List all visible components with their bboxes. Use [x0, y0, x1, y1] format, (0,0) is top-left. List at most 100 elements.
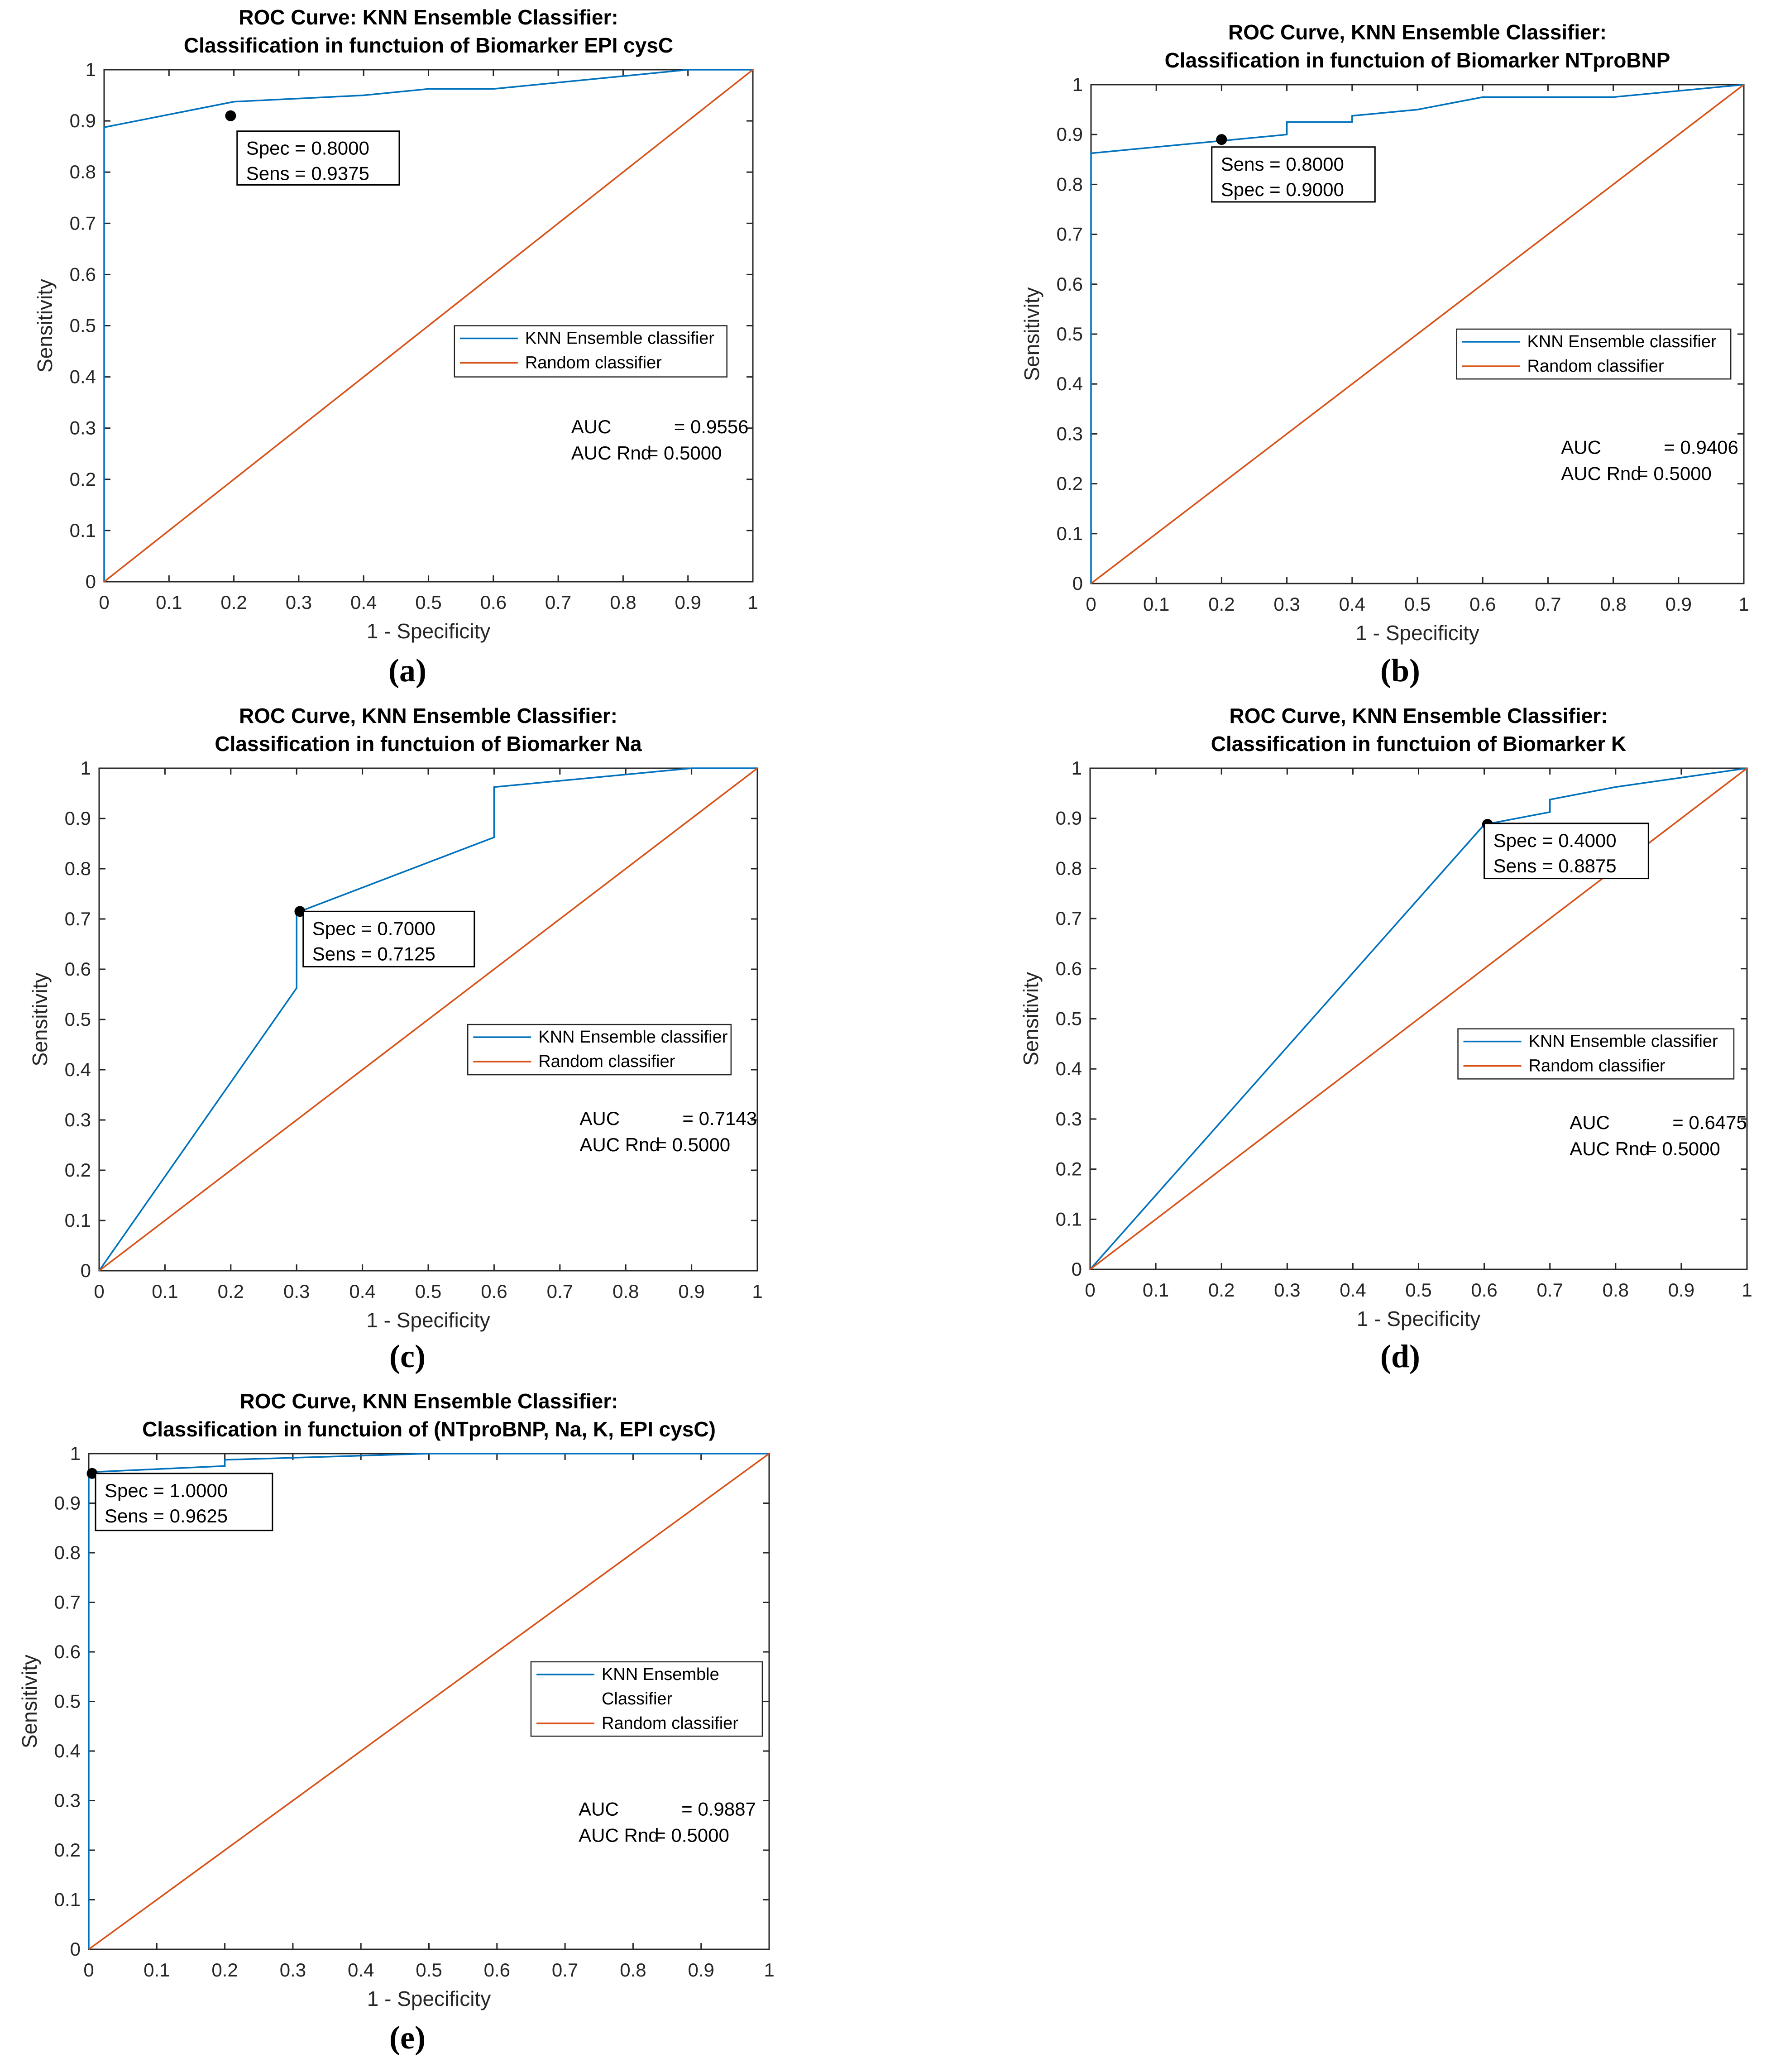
x-tick-label: 0.4 [1339, 593, 1365, 615]
y-tick-label: 0.2 [65, 1159, 91, 1181]
x-tick-label: 0.3 [1274, 1279, 1300, 1301]
x-tick-label: 0.2 [218, 1281, 244, 1302]
x-tick-label: 0.7 [547, 1281, 573, 1302]
x-axis-label: 1 - Specificity [367, 619, 491, 643]
legend: KNN Ensemble Classifier Random classifier [530, 1661, 763, 1737]
x-tick-label: 0.4 [348, 1959, 374, 1981]
auc-label: AUC [579, 1108, 620, 1129]
y-tick-label: 0.8 [54, 1542, 81, 1563]
auc-rnd-value: = 0.5000 [1637, 463, 1712, 484]
chart-panel-e: 0 0.1 0.2 0.3 0.4 0.5 0.6 0.7 0.8 0.9 1 0 0.1 0.2 0.3 0… [18, 1389, 775, 2056]
x-tick-label: 0.6 [1471, 1279, 1497, 1301]
x-tick-label: 0 [99, 592, 109, 613]
y-tick-label: 0.2 [54, 1839, 81, 1861]
operating-point-marker [86, 1468, 98, 1479]
roc-curve-line [1089, 767, 1747, 1270]
panel-caption: (b) [1380, 652, 1420, 689]
x-tick-label: 0.9 [688, 1959, 714, 1981]
auc-rnd-value: = 0.5000 [647, 442, 722, 464]
x-tick-label: 0.5 [415, 592, 441, 613]
x-tick-label: 0 [1086, 593, 1096, 615]
chart-title-line: Classification in functuion of (NTproBNP… [142, 1417, 716, 1441]
y-tick-label: 0.9 [54, 1493, 81, 1514]
x-tick-label: 0 [1085, 1279, 1095, 1301]
chart-title-line: Classification in functuion of Biomarker… [184, 33, 673, 57]
y-axis-label: Sensitivity [33, 279, 57, 373]
y-tick-label: 0.7 [54, 1592, 81, 1613]
auc-label: AUC [1570, 1112, 1610, 1133]
chart-title-line: ROC Curve: KNN Ensemble Classifier: [239, 5, 618, 29]
chart-title-line: Classification in functuion of Biomarker… [1211, 732, 1627, 756]
chart-panel-c: 0 0.1 0.2 0.3 0.4 0.5 0.6 0.7 0.8 0.9 1 0 0.1 0.2 0.3 0… [28, 704, 763, 1374]
y-tick-label: 0.6 [1056, 958, 1082, 979]
x-tick-label: 0.4 [1340, 1279, 1366, 1301]
auc-rnd-label: AUC Rnd [579, 1824, 659, 1846]
y-tick-label: 0.3 [1057, 423, 1083, 444]
chart-panel-d: 0 0.1 0.2 0.3 0.4 0.5 0.6 0.7 0.8 0.9 1 0 0.1 0.2 0.3 0… [1019, 704, 1752, 1374]
auc-value: = 0.9406 [1664, 436, 1738, 458]
x-tick-label: 0.3 [286, 592, 312, 613]
x-tick-label: 0.1 [144, 1959, 170, 1981]
auc-label: AUC [1561, 436, 1601, 458]
auc-value: = 0.7143 [682, 1108, 757, 1129]
y-tick-label: 0.8 [70, 161, 96, 182]
x-axis-label: 1 - Specificity [367, 1987, 491, 2010]
chart-title-line: ROC Curve, KNN Ensemble Classifier: [240, 1389, 618, 1413]
y-tick-label: 0.3 [65, 1109, 91, 1130]
y-tick-label: 0.3 [54, 1790, 81, 1811]
x-tick-label: 0.6 [481, 1281, 507, 1302]
x-axis-label: 1 - Specificity [366, 1308, 490, 1332]
y-tick-label: 0.7 [1057, 224, 1083, 245]
x-tick-label: 0.9 [1668, 1279, 1694, 1301]
random-classifier-line [88, 1453, 770, 1950]
roc-curve-line [103, 69, 753, 582]
y-tick-label: 0.9 [1056, 808, 1082, 829]
x-tick-label: 1 [752, 1281, 762, 1302]
x-tick-label: 1 [1738, 593, 1749, 615]
auc-rnd-value: = 0.5000 [656, 1134, 730, 1155]
auc-label: AUC [579, 1798, 619, 1819]
auc-rnd-label: AUC Rnd [1570, 1138, 1650, 1159]
random-classifier-line [98, 767, 758, 1272]
x-tick-label: 0.7 [545, 592, 571, 613]
y-axis-label: Sensitivity [1019, 972, 1043, 1066]
y-tick-label: 1 [70, 1443, 81, 1464]
x-tick-label: 0.8 [1600, 593, 1626, 615]
x-tick-label: 0.1 [156, 592, 182, 613]
annotation-box: Spec = 1.0000 Sens = 0.9625 [95, 1473, 273, 1531]
annotation-text: Sens = 0.8000 [1221, 153, 1344, 175]
auc-label: AUC [571, 416, 612, 437]
x-tick-label: 0.9 [678, 1281, 704, 1302]
legend-entry: KNN Ensemble [602, 1665, 719, 1684]
legend-entry: KNN Ensemble classifier [1527, 332, 1717, 351]
y-tick-label: 1 [81, 757, 91, 779]
auc-value: = 0.6475 [1672, 1112, 1747, 1133]
x-tick-label: 0.8 [610, 592, 636, 613]
y-tick-label: 0.4 [70, 366, 96, 388]
chart-panel-a: 0 0.1 0.2 0.3 0.4 0.5 0.6 0.7 0.8 0.9 1 0 0.1 0.2 0.3 0… [33, 5, 758, 689]
chart-title-line: ROC Curve, KNN Ensemble Classifier: [1228, 20, 1607, 44]
y-tick-label: 0 [86, 571, 96, 592]
y-tick-label: 0 [1072, 573, 1083, 594]
x-tick-label: 0.5 [415, 1281, 441, 1302]
y-tick-label: 0.5 [1056, 1008, 1082, 1029]
panel-caption: (e) [389, 2019, 426, 2056]
x-tick-label: 0.5 [416, 1959, 442, 1981]
annotation-frame [302, 910, 475, 967]
roc-curve-line [88, 1453, 769, 1949]
x-tick-label: 1 [1742, 1279, 1752, 1301]
y-tick-label: 0.6 [65, 958, 91, 980]
y-tick-label: 1 [1072, 757, 1082, 779]
x-tick-label: 0 [94, 1281, 104, 1302]
annotation-box: Spec = 0.7000 Sens = 0.7125 [302, 910, 475, 967]
legend-entry: Classifier [602, 1689, 673, 1708]
x-tick-label: 0.6 [484, 1959, 510, 1981]
random-classifier-line [1090, 84, 1745, 584]
x-tick-label: 0.2 [1208, 1279, 1235, 1301]
y-tick-label: 0.6 [70, 263, 96, 285]
x-tick-label: 0.4 [350, 592, 377, 613]
y-tick-label: 0.4 [54, 1740, 81, 1761]
x-tick-label: 0.8 [1603, 1279, 1629, 1301]
y-axis-label: Sensitivity [18, 1655, 41, 1748]
x-tick-label: 0.1 [1143, 1279, 1169, 1301]
